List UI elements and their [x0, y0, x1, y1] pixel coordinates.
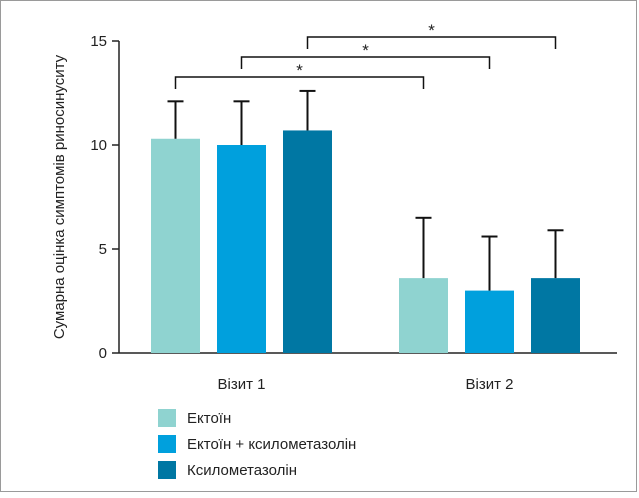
bar — [151, 138, 200, 353]
y-tick-label: 10 — [90, 137, 107, 154]
significance-bracket — [240, 56, 491, 69]
bar — [399, 278, 448, 353]
bar — [531, 278, 580, 353]
legend-label: Ектоїн — [187, 410, 231, 427]
x-tick-label: Візит 2 — [466, 376, 514, 393]
significance-bracket — [306, 36, 557, 49]
legend-swatch — [158, 409, 176, 427]
bar — [283, 130, 332, 353]
y-tick-label: 15 — [90, 33, 107, 50]
significance-label: * — [296, 61, 303, 80]
legend-swatch — [158, 461, 176, 479]
axes-layer: 0 5 10 15 Візит 1 Візит 2 — [90, 33, 617, 393]
significance-layer: * * * — [174, 21, 557, 89]
legend: Ектоїн Ектоїн + ксилометазолін Ксилометазо… — [158, 409, 356, 479]
significance-label: * — [362, 41, 369, 60]
bar — [465, 290, 514, 353]
y-tick-label: 5 — [99, 241, 107, 258]
legend-label: Ксилометазолін — [187, 462, 297, 479]
error-bars-layer — [167, 89, 564, 291]
significance-label: * — [428, 21, 435, 40]
legend-swatch — [158, 435, 176, 453]
bar — [217, 145, 266, 353]
significance-bracket — [174, 76, 425, 89]
y-tick-label: 0 — [99, 345, 107, 362]
bars-layer — [151, 130, 580, 353]
legend-label: Ектоїн + ксилометазолін — [187, 436, 356, 453]
x-tick-label: Візит 1 — [218, 376, 266, 393]
y-axis-label: Сумарна оцінка симптомів риносинуситу — [51, 54, 68, 339]
